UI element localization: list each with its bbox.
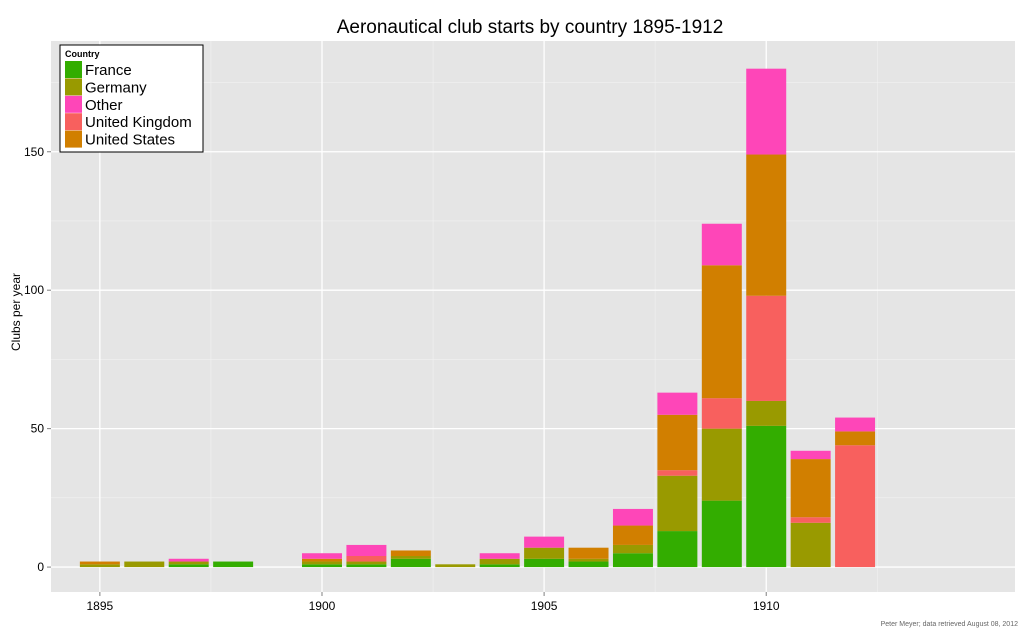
bar-segment (790, 522, 831, 568)
bar-segment (657, 470, 698, 476)
bar-segment (790, 459, 831, 518)
y-tick-label: 150 (24, 145, 44, 159)
legend-swatch (65, 130, 82, 148)
bar-segment (657, 531, 698, 568)
legend-swatch (65, 61, 82, 78)
bar-segment (835, 417, 876, 432)
bar-segment (746, 68, 787, 155)
bar-segment (390, 558, 431, 568)
bar-segment (568, 561, 609, 568)
x-axis-ticks: 1895 1900 1905 1910 (87, 592, 780, 613)
bar-segment (746, 400, 787, 426)
bar-segment (701, 265, 742, 399)
bar-segment (835, 431, 876, 446)
legend-title: Country (65, 49, 100, 59)
bar-segment (612, 508, 653, 526)
y-tick-label: 100 (24, 283, 44, 297)
bar-segment (746, 295, 787, 401)
bar-segment (168, 561, 209, 565)
bar-segment (346, 556, 387, 562)
y-tick-label: 0 (37, 560, 44, 574)
bar-segment (301, 553, 342, 559)
bar-segment (479, 558, 520, 565)
bar-segment (79, 561, 120, 565)
bar-segment (701, 428, 742, 501)
bar-segment (746, 154, 787, 296)
bar-segment (435, 564, 476, 568)
bar-segment (657, 414, 698, 471)
bar-segment (612, 553, 653, 568)
y-axis-ticks: 0 50 100 150 (24, 145, 51, 574)
bar-segment (168, 564, 209, 568)
bar-segment (301, 558, 342, 562)
bar-segment (657, 392, 698, 415)
bar-segment (790, 517, 831, 523)
bar-segment (701, 223, 742, 266)
bar-segment (790, 450, 831, 460)
bar-segment (346, 564, 387, 568)
bar-segment (835, 445, 876, 568)
bar-segment (701, 500, 742, 568)
bar-segment (479, 553, 520, 559)
bar-segment (568, 547, 609, 559)
bar-segment (346, 561, 387, 565)
bar-segment (346, 544, 387, 557)
bar-segment (301, 564, 342, 568)
bar-segment (79, 564, 120, 568)
bar-segment (479, 564, 520, 568)
x-tick-label: 1910 (753, 599, 780, 613)
bars (79, 68, 876, 568)
bar-segment (124, 561, 165, 568)
y-tick-label: 50 (31, 422, 45, 436)
caption: Peter Meyer; data retrieved August 08, 2… (881, 621, 1018, 628)
bar-segment (524, 536, 565, 548)
bar-segment (168, 558, 209, 562)
bar-segment (390, 556, 431, 559)
legend-label: United States (85, 132, 175, 149)
minor-gridlines (51, 41, 1015, 592)
bar-segment (612, 544, 653, 554)
bar-segment (213, 561, 254, 568)
bar-segment (301, 561, 342, 565)
x-tick-label: 1895 (87, 599, 114, 613)
legend-box (59, 44, 204, 153)
legend-swatch (65, 78, 82, 96)
x-tick-label: 1905 (531, 599, 558, 613)
x-tick-label: 1900 (309, 599, 336, 613)
bar-segment (568, 558, 609, 562)
legend-swatch (65, 95, 82, 113)
bar-segment (701, 398, 742, 429)
legend-label: Other (85, 97, 123, 114)
legend-label: United Kingdom (85, 114, 192, 131)
legend-label: France (85, 62, 132, 79)
legend-swatch (65, 113, 82, 131)
bar-segment (612, 525, 653, 545)
bar-segment (524, 558, 565, 568)
bar-segment (746, 425, 787, 568)
bar-segment (390, 550, 431, 557)
bar-segment (657, 475, 698, 532)
chart-title: Aeronautical club starts by country 1895… (337, 17, 724, 38)
y-axis-title: Clubs per year (9, 273, 23, 351)
legend-label: Germany (85, 79, 147, 96)
bar-segment (524, 547, 565, 559)
